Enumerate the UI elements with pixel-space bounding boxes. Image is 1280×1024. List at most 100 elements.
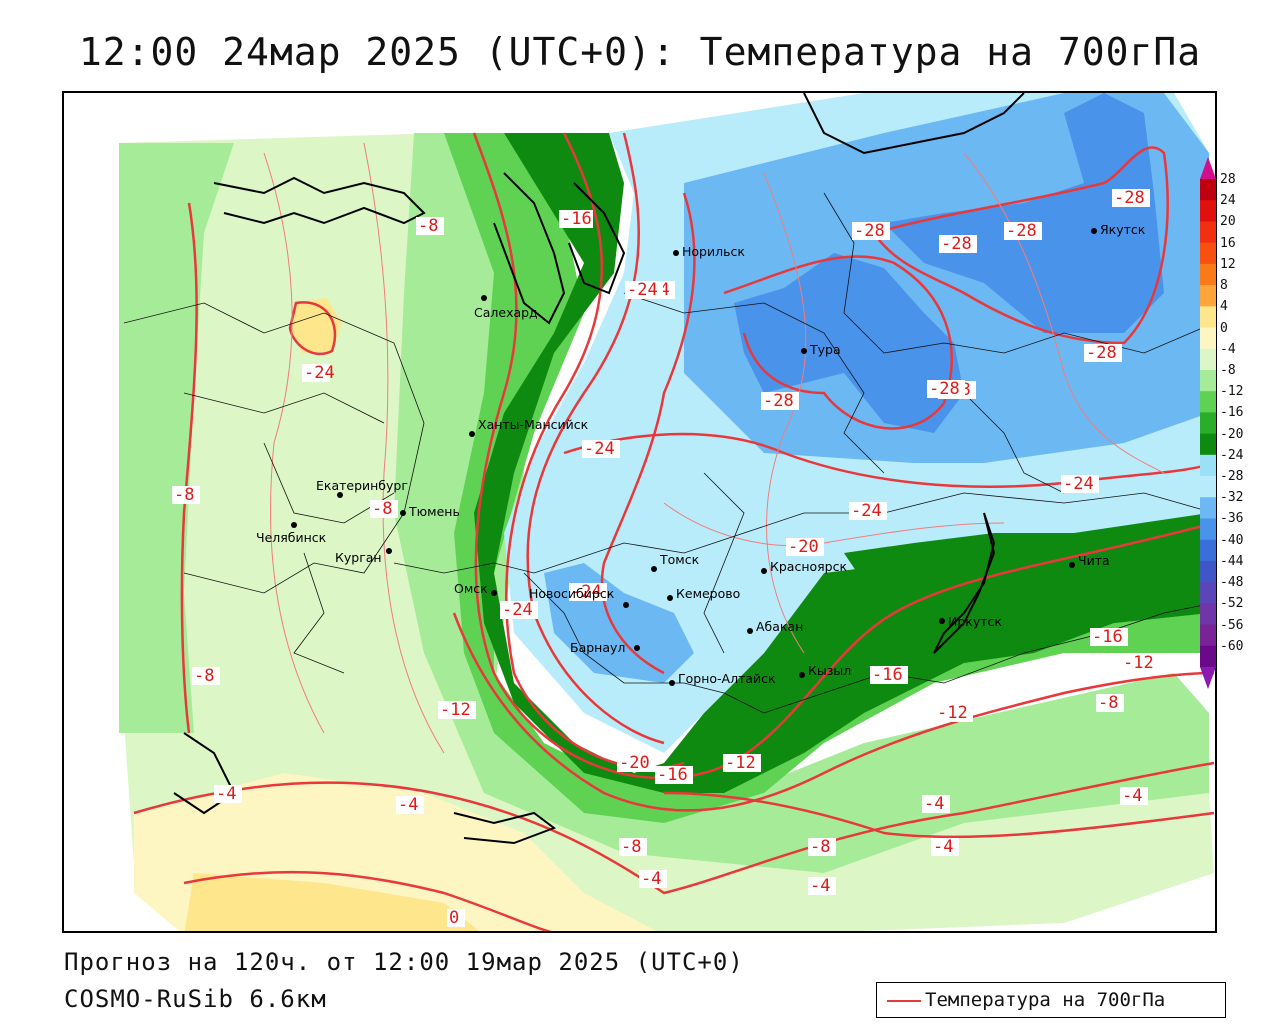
border-line	[293, 552, 345, 674]
contour-label: -24	[302, 363, 335, 383]
contour-label: -24	[500, 600, 538, 620]
border-line	[963, 392, 1065, 494]
contour-line	[663, 791, 1215, 839]
contour-label: -24	[569, 582, 607, 602]
colorbar-top-arrow	[1200, 157, 1216, 179]
city-kurgan: Курган	[335, 548, 392, 565]
svg-text:-24: -24	[584, 439, 615, 459]
city-yakutsk: Якутск	[1091, 222, 1146, 237]
contour-line	[563, 432, 1215, 488]
svg-text:Тюмень: Тюмень	[408, 504, 460, 519]
svg-text:-24: -24	[502, 600, 533, 620]
contour-line	[526, 132, 665, 745]
contour-line	[183, 870, 552, 931]
city-salekhard: Салехард	[474, 295, 538, 320]
svg-text:-8: -8	[174, 485, 194, 505]
svg-text:-12: -12	[1123, 653, 1154, 673]
contour-line-thin	[363, 142, 445, 754]
svg-text:-4: -4	[1122, 786, 1142, 806]
colorbar-swatch	[1200, 179, 1216, 201]
svg-text:Чита: Чита	[1078, 553, 1110, 568]
colorbar-tick-label: -28	[1220, 469, 1244, 485]
contour-label: -12	[935, 703, 973, 723]
contour-label: -28	[852, 221, 890, 241]
forecast-info: Прогноз на 120ч. от 12:00 19мар 2025 (UT…	[64, 948, 744, 976]
temperature-map: -8 -16 -24 -28 -28 -28 -28 -28 -24 -28 -…	[119, 93, 1215, 931]
contour-labels: -8 -16 -24 -28 -28 -28 -28 -28 -24 -28 -…	[172, 188, 1159, 928]
city-novosibirsk: Новосибирск	[529, 586, 629, 608]
svg-text:-8: -8	[810, 837, 830, 857]
colorbar-swatch	[1200, 242, 1216, 265]
contour-label: -4	[922, 794, 950, 814]
colorbar-swatch	[1200, 539, 1216, 562]
contour-label: -16	[1090, 627, 1128, 647]
city-irkutsk: Иркутск	[939, 614, 1002, 629]
svg-text:-28: -28	[1086, 343, 1117, 363]
colorbar-tick-label: 20	[1220, 214, 1236, 230]
svg-text:-4: -4	[810, 876, 830, 896]
svg-text:Ханты-Мансийск: Ханты-Мансийск	[478, 417, 589, 432]
contour-label: -28	[1004, 221, 1042, 241]
city-kemerovo: Кемерово	[667, 586, 740, 601]
contour-label: 0	[447, 908, 465, 928]
lake-baikal	[933, 512, 996, 654]
coastline-gydan	[568, 182, 626, 295]
contour-label: -12	[723, 753, 761, 773]
svg-text:-28: -28	[854, 221, 885, 241]
colorbar-swatch	[1200, 285, 1216, 307]
colorbar-swatch	[1200, 391, 1216, 413]
svg-text:-8: -8	[621, 837, 641, 857]
colorbar-swatch	[1200, 497, 1216, 519]
colorbar-swatch	[1200, 582, 1216, 604]
svg-text:Кемерово: Кемерово	[676, 586, 740, 601]
contour-label: -24	[849, 501, 887, 521]
colorbar-tick-label: -48	[1220, 575, 1244, 591]
colorbar-tick-label: -12	[1220, 384, 1244, 400]
svg-text:-28: -28	[1006, 221, 1037, 241]
colorbar-swatch	[1200, 327, 1216, 350]
svg-text:-4: -4	[924, 794, 944, 814]
coastline-north	[213, 176, 426, 225]
city-kyzyl: Кызыл	[799, 663, 851, 678]
colorbar-swatch	[1200, 476, 1216, 498]
coastline-balkhash	[453, 811, 557, 845]
colorbar-tick-label: -32	[1220, 490, 1244, 506]
map-title: 12:00 24мар 2025 (UTC+0): Температура на…	[78, 30, 1202, 74]
field-yellow-inner	[184, 873, 479, 931]
city-tura: Тура	[801, 342, 841, 357]
contour-line-thin	[963, 152, 1165, 474]
colorbar-swatch	[1200, 433, 1216, 456]
contour-label: -12	[438, 700, 476, 720]
svg-text:Новосибирск: Новосибирск	[529, 586, 615, 601]
contour-label: -24	[625, 280, 663, 300]
contour-label: -4	[639, 869, 667, 889]
colorbar-swatch	[1200, 200, 1216, 222]
colorbar-tick-label: -24	[1220, 447, 1244, 463]
colorbar-swatch	[1200, 412, 1216, 435]
svg-text:-16: -16	[657, 765, 688, 785]
contour-line	[472, 132, 1215, 780]
field-light-green	[119, 133, 1214, 931]
svg-text:Омск: Омск	[454, 581, 488, 596]
city-abakan: Абакан	[747, 619, 803, 634]
svg-text:Красноярск: Красноярск	[770, 559, 847, 574]
legend: Температура на 700гПа	[876, 982, 1226, 1018]
model-info: COSMO-RuSib 6.6км	[64, 985, 327, 1013]
border-line	[623, 292, 885, 474]
city-gorno-altaysk: Горно-Алтайск	[669, 671, 776, 686]
contour-label: -28	[1112, 188, 1150, 208]
city-chita: Чита	[1069, 553, 1110, 568]
city-khanty-mansiysk: Ханты-Мансийск	[469, 417, 589, 437]
svg-text:Челябинск: Челябинск	[256, 530, 327, 545]
colorbar-tick-label: -44	[1220, 553, 1244, 569]
svg-text:-16: -16	[872, 665, 903, 685]
svg-text:-24: -24	[1063, 474, 1094, 494]
colorbar	[1200, 157, 1216, 689]
border-line	[183, 392, 385, 424]
svg-text:Якутск: Якутск	[1100, 222, 1146, 237]
contour-line	[288, 301, 337, 356]
contour-line-thin	[763, 172, 807, 654]
contour-line	[505, 132, 685, 770]
svg-text:Кызыл: Кызыл	[808, 663, 851, 678]
svg-text:-4: -4	[933, 837, 953, 857]
